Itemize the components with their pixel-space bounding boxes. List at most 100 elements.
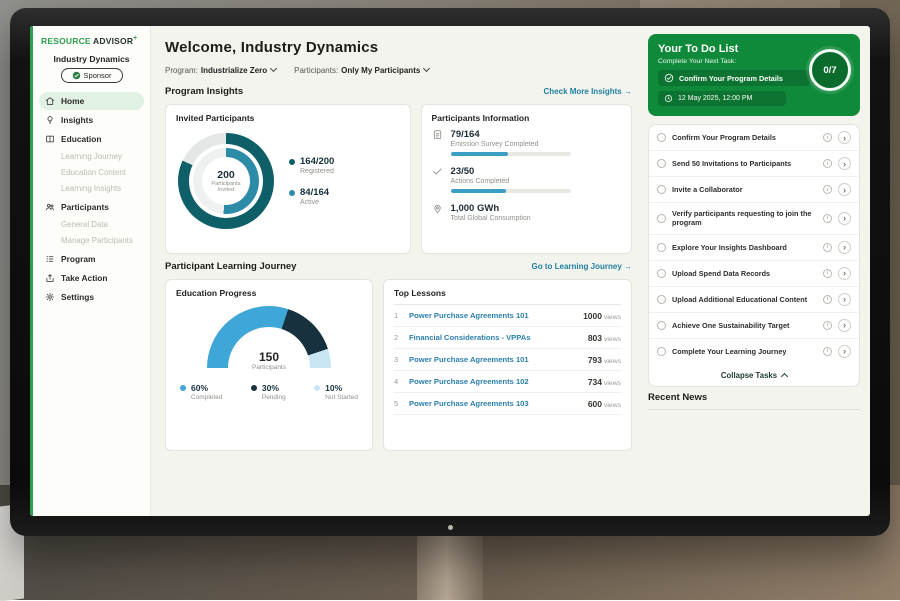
program-filter-value: Industrialize Zero	[201, 66, 267, 75]
page-title: Welcome, Industry Dynamics	[165, 39, 632, 56]
settings-icon	[45, 292, 55, 302]
section-title: Participant Learning Journey	[165, 261, 296, 272]
main-content: Welcome, Industry Dynamics Program:Indus…	[151, 26, 646, 516]
arrow-right-icon: →	[624, 87, 632, 96]
task-radio[interactable]	[657, 214, 666, 223]
participants-filter-value: Only My Participants	[341, 66, 420, 75]
check-more-insights-link[interactable]: Check More Insights →	[544, 87, 632, 96]
task-radio[interactable]	[657, 269, 666, 278]
go-to-learning-journey-link[interactable]: Go to Learning Journey →	[532, 262, 632, 271]
chevron-right-icon[interactable]: ›	[838, 183, 851, 196]
lesson-link[interactable]: Power Purchase Agreements 103	[409, 399, 581, 408]
lesson-rank: 5	[394, 399, 402, 408]
sidebar-item-learning-insights[interactable]: Learning Insights	[39, 181, 144, 197]
donut-center-value: 200	[217, 169, 235, 181]
progress-fill	[451, 152, 509, 156]
sidebar-item-take-action[interactable]: Take Action	[39, 269, 144, 287]
sidebar-item-manage-participants[interactable]: Manage Participants	[39, 233, 144, 249]
chevron-right-icon[interactable]: ›	[838, 212, 851, 225]
lesson-link[interactable]: Power Purchase Agreements 101	[409, 355, 581, 364]
recent-news-header: Recent News	[648, 387, 860, 410]
task-radio[interactable]	[657, 295, 666, 304]
legend-dot	[314, 385, 320, 391]
info-icon: i	[823, 185, 832, 194]
section-title: Program Insights	[165, 86, 243, 97]
legend-registered: 164/200 Registered	[289, 156, 334, 175]
participants-filter-label: Participants:	[294, 66, 338, 75]
sidebar-item-program[interactable]: Program	[39, 250, 144, 268]
learning-journey-header: Participant Learning Journey Go to Learn…	[165, 261, 632, 272]
card-title: Top Lessons	[394, 288, 621, 305]
lesson-link[interactable]: Financial Considerations - VPPAs	[409, 333, 581, 342]
task-row-invite-collaborator[interactable]: Invite a Collaborator i ›	[649, 177, 859, 203]
task-radio[interactable]	[657, 133, 666, 142]
participants-filter[interactable]: Participants:Only My Participants	[294, 66, 429, 75]
donut-center-label: Participants Invited	[208, 181, 244, 194]
chevron-right-icon[interactable]: ›	[838, 267, 851, 280]
gauge-center: 150 Participants	[207, 350, 331, 371]
lesson-link[interactable]: Power Purchase Agreements 102	[409, 377, 581, 386]
invited-donut-chart: 200 Participants Invited	[178, 133, 274, 229]
sidebar-item-participants[interactable]: Participants	[39, 198, 144, 216]
chevron-right-icon[interactable]: ›	[838, 345, 851, 358]
task-row-send-invitations[interactable]: Send 50 Invitations to Participants i ›	[649, 151, 859, 177]
sidebar-item-label: Program	[61, 254, 95, 264]
lesson-link[interactable]: Power Purchase Agreements 101	[409, 311, 576, 320]
task-radio[interactable]	[657, 347, 666, 356]
sidebar-item-insights[interactable]: Insights	[39, 111, 144, 129]
sidebar-item-education[interactable]: Education	[39, 130, 144, 148]
chevron-right-icon[interactable]: ›	[838, 131, 851, 144]
sidebar-item-general-data[interactable]: General Data	[39, 217, 144, 233]
collapse-tasks-button[interactable]: Collapse Tasks	[649, 364, 859, 386]
location-pin-icon	[432, 203, 443, 214]
logo-advisor: ADVISOR	[93, 36, 133, 46]
task-radio[interactable]	[657, 243, 666, 252]
task-radio[interactable]	[657, 185, 666, 194]
sidebar-item-settings[interactable]: Settings	[39, 288, 144, 306]
chevron-right-icon[interactable]: ›	[838, 319, 851, 332]
stat-emission-survey: 79/164 Emission Survey Completed	[432, 129, 621, 156]
sponsor-badge[interactable]: Sponsor	[61, 68, 123, 83]
filter-bar: Program:Industrialize Zero Participants:…	[165, 66, 632, 75]
sponsor-badge-label: Sponsor	[84, 71, 112, 80]
sidebar-item-label: Settings	[61, 292, 94, 302]
task-row-upload-educational-content[interactable]: Upload Additional Educational Content i …	[649, 287, 859, 313]
task-list: Confirm Your Program Details i › Send 50…	[648, 124, 860, 387]
task-row-achieve-target[interactable]: Achieve One Sustainability Target i ›	[649, 313, 859, 339]
sidebar-item-label: Participants	[61, 202, 109, 212]
sidebar-item-learning-journey[interactable]: Learning Journey	[39, 149, 144, 165]
chevron-right-icon[interactable]: ›	[838, 157, 851, 170]
legend-dot	[289, 159, 295, 165]
sidebar-item-label: Education	[61, 134, 101, 144]
clock-icon	[664, 94, 673, 103]
task-radio[interactable]	[657, 159, 666, 168]
chevron-right-icon[interactable]: ›	[838, 241, 851, 254]
sidebar-item-education-content[interactable]: Education Content	[39, 165, 144, 181]
card-title: Education Progress	[176, 288, 362, 298]
stat-consumption: 1,000 GWh Total Global Consumption	[432, 203, 621, 226]
insights-icon	[45, 115, 55, 125]
info-icon: i	[823, 295, 832, 304]
chevron-right-icon[interactable]: ›	[838, 293, 851, 306]
education-gauge-chart: 150 Participants	[207, 306, 331, 369]
take-action-icon	[45, 273, 55, 283]
task-row-complete-learning-journey[interactable]: Complete Your Learning Journey i ›	[649, 339, 859, 364]
task-row-confirm-program[interactable]: Confirm Your Program Details i ›	[649, 125, 859, 151]
task-row-verify-participants[interactable]: Verify participants requesting to join t…	[649, 203, 859, 235]
check-circle-icon	[664, 73, 674, 83]
task-row-upload-spend-data[interactable]: Upload Spend Data Records i ›	[649, 261, 859, 287]
info-icon: i	[823, 159, 832, 168]
next-task-row[interactable]: Confirm Your Program Details	[658, 70, 810, 86]
invited-participants-card: Invited Participants 200 Participants In…	[165, 104, 411, 254]
lesson-rank: 1	[394, 311, 402, 320]
legend-pending: 30% Pending	[251, 383, 286, 401]
task-radio[interactable]	[657, 321, 666, 330]
task-row-explore-insights[interactable]: Explore Your Insights Dashboard i ›	[649, 235, 859, 261]
program-insights-header: Program Insights Check More Insights →	[165, 86, 632, 97]
org-name: Industry Dynamics	[39, 54, 144, 64]
program-filter[interactable]: Program:Industrialize Zero	[165, 66, 276, 75]
sidebar-item-home[interactable]: Home	[39, 92, 144, 110]
actions-check-icon	[432, 166, 443, 177]
legend-active: 84/164 Active	[289, 187, 334, 206]
